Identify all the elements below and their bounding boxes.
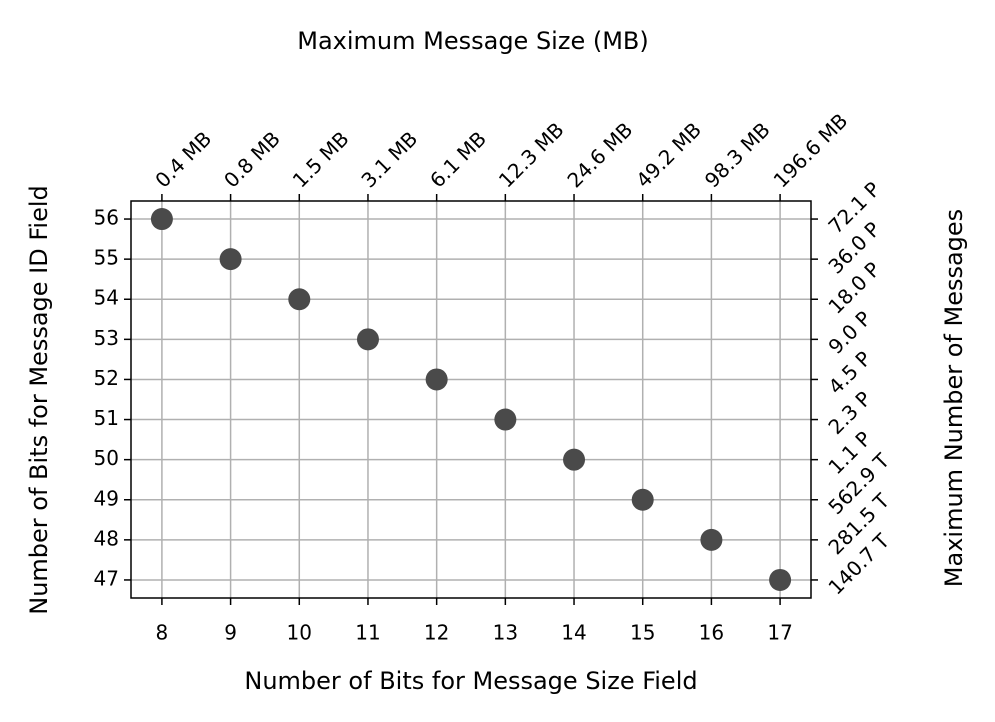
point bbox=[288, 288, 311, 311]
x-axis-label: Number of Bits for Message Size Field bbox=[244, 667, 697, 695]
x2-tick-label: 98.3 MB bbox=[700, 118, 775, 193]
x-tick-label: 12 bbox=[424, 621, 449, 645]
x2-axis-label: Maximum Message Size (MB) bbox=[297, 27, 649, 55]
point bbox=[563, 448, 586, 471]
y2-tick-label: 4.5 P bbox=[823, 346, 875, 398]
y-tick-label: 48 bbox=[94, 526, 119, 550]
y-tick-label: 47 bbox=[94, 566, 119, 590]
x2-tick-label: 24.6 MB bbox=[562, 118, 637, 193]
x2-tick-label: 6.1 MB bbox=[425, 127, 491, 193]
x2-tick-label: 3.1 MB bbox=[356, 127, 422, 193]
x2-tick-label: 12.3 MB bbox=[494, 118, 569, 193]
y2-tick-label: 9.0 P bbox=[823, 306, 875, 358]
point bbox=[219, 248, 242, 271]
point bbox=[494, 408, 517, 431]
plot-frame bbox=[130, 200, 812, 599]
x-tick-label: 15 bbox=[630, 621, 655, 645]
y-tick-label: 52 bbox=[94, 366, 119, 390]
y-tick-label: 51 bbox=[94, 406, 119, 430]
y-tick-label: 55 bbox=[94, 246, 119, 270]
x2-tick-label: 0.8 MB bbox=[219, 127, 285, 193]
y-axis-label: Number of Bits for Message ID Field bbox=[25, 185, 53, 615]
y-tick-label: 56 bbox=[94, 206, 119, 230]
point bbox=[150, 208, 173, 231]
y2-tick-label: 2.3 P bbox=[823, 386, 875, 438]
point bbox=[769, 568, 792, 591]
x-tick-label: 14 bbox=[561, 621, 586, 645]
x-tick-label: 11 bbox=[355, 621, 380, 645]
x-tick-label: 10 bbox=[287, 621, 312, 645]
y2-axis-label: Maximum Number of Messages bbox=[940, 209, 968, 587]
x-tick-label: 16 bbox=[699, 621, 724, 645]
y-tick-label: 54 bbox=[94, 286, 119, 310]
x-tick-label: 8 bbox=[156, 621, 169, 645]
y-tick-label: 49 bbox=[94, 486, 119, 510]
point bbox=[700, 528, 723, 551]
x2-tick-label: 49.2 MB bbox=[631, 118, 706, 193]
x2-tick-label: 0.4 MB bbox=[150, 127, 216, 193]
point bbox=[631, 488, 654, 511]
point bbox=[356, 328, 379, 351]
y-tick-label: 50 bbox=[94, 446, 119, 470]
point bbox=[425, 368, 448, 391]
x-tick-label: 13 bbox=[493, 621, 518, 645]
x-tick-label: 9 bbox=[224, 621, 237, 645]
x2-tick-label: 196.6 MB bbox=[769, 109, 853, 193]
y-tick-label: 53 bbox=[94, 326, 119, 350]
x2-tick-label: 1.5 MB bbox=[288, 127, 354, 193]
x-tick-label: 17 bbox=[767, 621, 792, 645]
